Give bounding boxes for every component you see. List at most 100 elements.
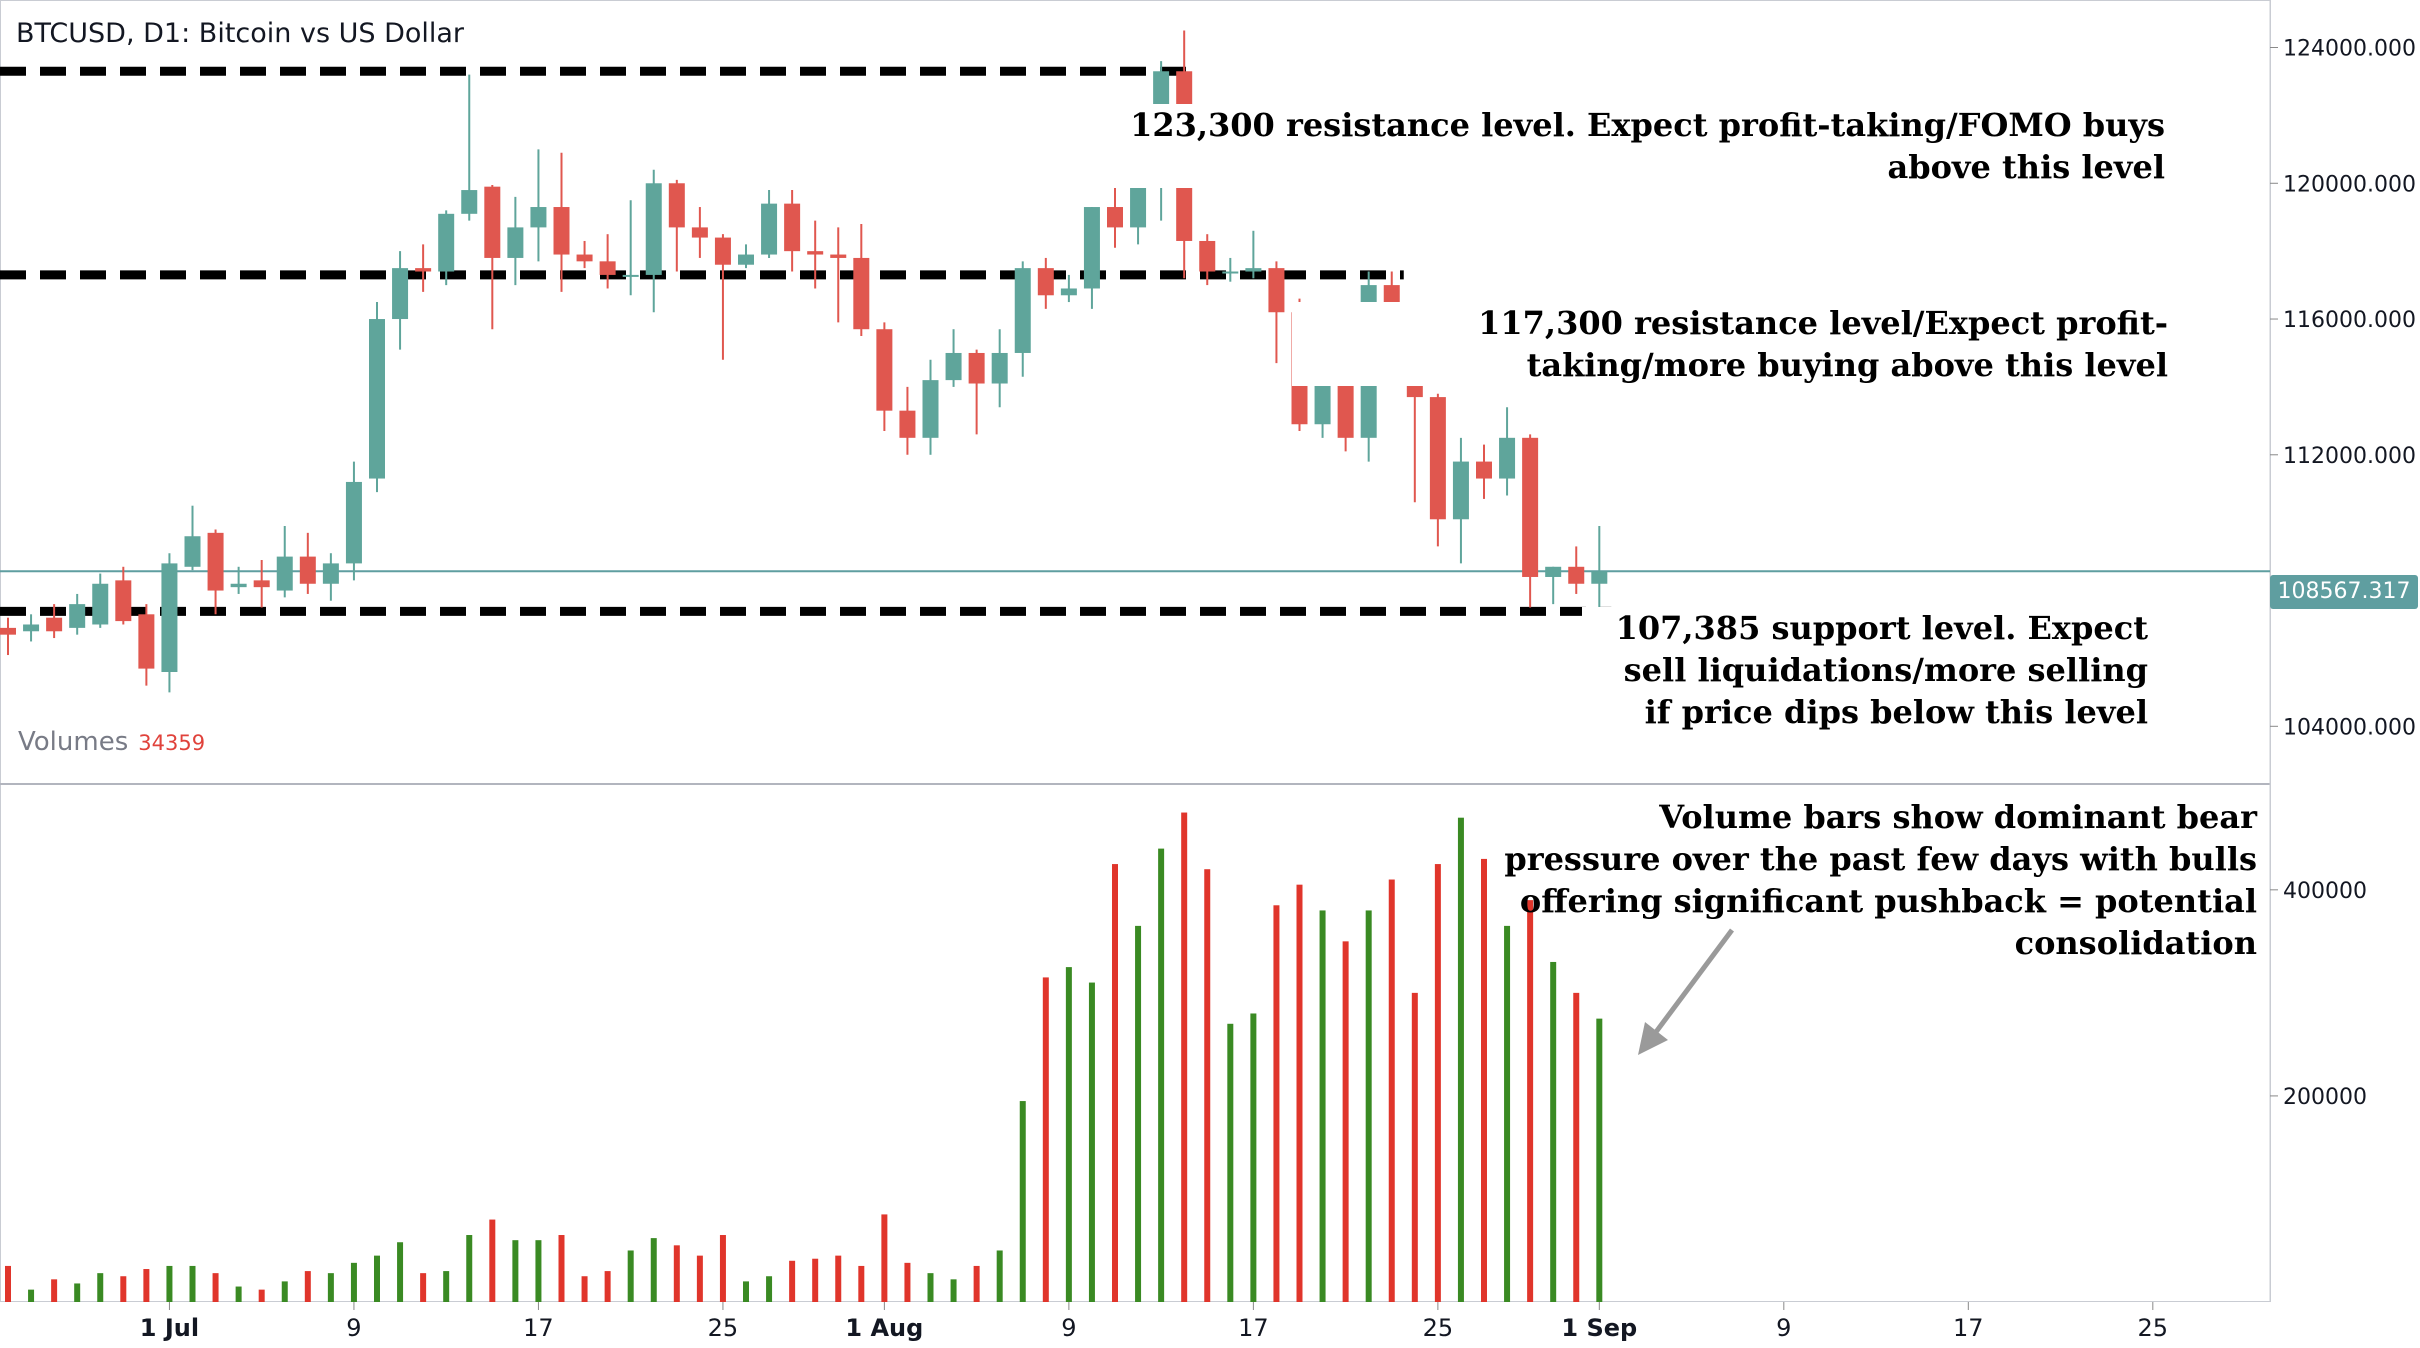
volume-bar xyxy=(719,1235,726,1302)
chart-title: BTCUSD, D1: Bitcoin vs US Dollar xyxy=(16,18,465,49)
volume-bar xyxy=(1388,879,1395,1302)
volume-bar xyxy=(1158,848,1165,1302)
volume-annotation: Volume bars show dominant bear pressure … xyxy=(1504,798,2257,962)
candle-body xyxy=(23,624,40,632)
volume-bar xyxy=(1481,858,1487,1302)
candle-body xyxy=(1591,571,1608,584)
volume-bar xyxy=(558,1235,565,1302)
volume-bar xyxy=(97,1273,104,1302)
volume-bar xyxy=(881,1214,888,1302)
volume-bar xyxy=(904,1262,911,1302)
volume-bar xyxy=(74,1283,81,1302)
volume-bar xyxy=(1550,961,1557,1302)
candle-body xyxy=(438,213,455,272)
volume-bar xyxy=(489,1219,496,1302)
volume-bar xyxy=(627,1250,634,1302)
volume-bar xyxy=(950,1279,957,1302)
candle-body xyxy=(415,268,432,272)
time-tick-label: 25 xyxy=(1423,1314,1454,1342)
candle-body xyxy=(184,536,201,567)
volume-bar xyxy=(281,1281,288,1302)
volume-bar xyxy=(743,1281,749,1302)
volume-bar xyxy=(1065,967,1072,1302)
candle-body xyxy=(1429,397,1446,520)
volume-bar xyxy=(1204,869,1211,1302)
volume-bar xyxy=(1504,925,1511,1302)
candle-body xyxy=(299,556,316,584)
volumes-value: 34359 xyxy=(138,731,206,755)
volume-bar xyxy=(466,1235,473,1302)
time-tick-label: 17 xyxy=(1238,1314,1269,1342)
volume-bar xyxy=(1411,992,1418,1302)
volumes-legend: Volumes 34359 xyxy=(18,727,205,757)
volume-bar xyxy=(1250,1013,1257,1302)
volume-tick-label: 400000 xyxy=(2283,879,2367,904)
candle-body xyxy=(968,352,985,384)
candle-body xyxy=(1130,179,1147,228)
volume-bar xyxy=(5,1265,11,1302)
volume-bar xyxy=(304,1271,311,1302)
time-tick-label: 1 Sep xyxy=(1561,1314,1637,1342)
volume-bar xyxy=(51,1279,58,1302)
candle-body xyxy=(1268,268,1285,313)
candle-body xyxy=(1545,566,1562,577)
candle-body xyxy=(1245,268,1262,272)
candle-body xyxy=(276,556,293,591)
volume-bar xyxy=(420,1273,427,1302)
volume-bar xyxy=(996,1250,1003,1302)
candle-body xyxy=(69,604,86,628)
volume-bar xyxy=(650,1238,657,1302)
volume-bar xyxy=(1135,925,1142,1302)
candle-body xyxy=(1199,240,1216,272)
volume-bar xyxy=(1273,905,1280,1302)
volume-bar xyxy=(766,1276,773,1302)
price-tick-label: 120000.000 xyxy=(2283,172,2416,197)
candle-body xyxy=(691,227,708,238)
volume-bar xyxy=(512,1240,519,1302)
volume-bar xyxy=(604,1271,611,1302)
time-tick-label: 25 xyxy=(708,1314,739,1342)
resistance-annotation-117300: 117,300 resistance level/Expect profit-t… xyxy=(1292,302,2168,386)
candle-body xyxy=(230,583,247,588)
volume-bar xyxy=(258,1289,265,1302)
candle-body xyxy=(553,207,570,255)
candle-body xyxy=(1014,268,1031,353)
volume-bar xyxy=(1019,1101,1026,1302)
volume-bar xyxy=(327,1273,334,1302)
volume-bar xyxy=(927,1273,934,1302)
candle-body xyxy=(1222,271,1239,274)
candle-body xyxy=(1337,376,1354,438)
volume-bar xyxy=(1227,1023,1234,1302)
volume-bar xyxy=(120,1276,127,1302)
candle-body xyxy=(807,251,824,255)
volume-bar xyxy=(1181,812,1188,1302)
volume-bar xyxy=(535,1240,542,1302)
volume-bar xyxy=(696,1255,703,1302)
candle-body xyxy=(461,190,478,214)
candle-body xyxy=(830,254,847,258)
volume-bar xyxy=(1112,864,1118,1302)
volume-bar xyxy=(235,1286,242,1302)
time-tick-label: 1 Jul xyxy=(140,1314,199,1342)
candle-body xyxy=(1314,376,1331,425)
volume-bar xyxy=(443,1271,450,1302)
candle-body xyxy=(507,227,524,258)
volume-bar xyxy=(1319,910,1326,1302)
volume-bar xyxy=(835,1255,842,1302)
candle-body xyxy=(853,257,870,330)
volume-bar xyxy=(1088,982,1095,1302)
volume-bar xyxy=(1296,884,1303,1302)
candle-body xyxy=(322,563,339,584)
candle-body xyxy=(876,329,893,411)
volume-bar xyxy=(1527,900,1534,1302)
volume-bar xyxy=(858,1265,865,1302)
candle-body xyxy=(369,319,385,479)
volume-bar xyxy=(673,1245,680,1302)
volumes-label: Volumes xyxy=(18,727,129,757)
candle-body xyxy=(46,617,63,632)
volume-bar xyxy=(789,1260,796,1302)
candle-body xyxy=(138,614,155,669)
time-tick-label: 1 Aug xyxy=(845,1314,923,1342)
candle-body xyxy=(668,183,685,228)
current-price-tag: 108567.317 xyxy=(2270,575,2418,609)
